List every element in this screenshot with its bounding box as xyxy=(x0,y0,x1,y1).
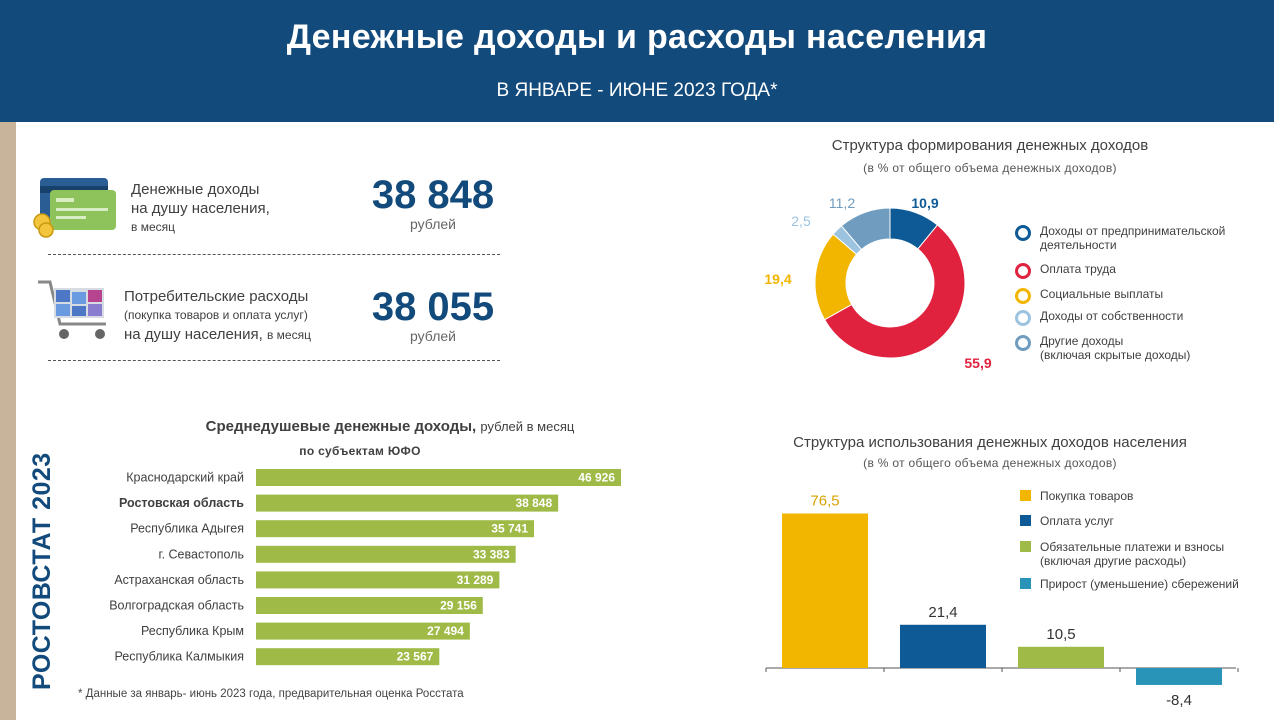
region-value-label: 35 741 xyxy=(491,522,528,536)
legend-square-marker xyxy=(1020,490,1031,501)
legend-square-marker xyxy=(1020,578,1031,589)
donut-slice xyxy=(823,224,966,359)
regional-chart-title: Среднедушевые денежные доходы, рублей в … xyxy=(150,418,630,435)
regional-chart-title-main: Среднедушевые денежные доходы, xyxy=(205,418,477,435)
region-bar xyxy=(256,494,559,512)
shopping-cart-icon xyxy=(38,280,106,339)
income-structure-donut-chart: 10,9 55,9 19,4 2,5 11,2 xyxy=(764,195,991,371)
donut-value-label: 55,9 xyxy=(964,355,991,371)
income-label-line3: в месяц xyxy=(131,220,176,234)
spending-value-label: 76,5 xyxy=(810,492,839,509)
region-value-label: 23 567 xyxy=(397,650,434,664)
spending-label-line3-suffix: в месяц xyxy=(266,328,311,342)
spending-kpi-unit: рублей xyxy=(410,328,456,344)
spending-label-line3: на душу населения, xyxy=(124,326,263,343)
legend-ring-marker xyxy=(1015,335,1031,351)
legend-item: Доходы от предпринимательской деятельност… xyxy=(1040,224,1226,252)
region-bar xyxy=(256,571,500,589)
spending-bar xyxy=(782,513,868,668)
legend-ring-marker xyxy=(1015,310,1031,326)
left-decorative-strip xyxy=(0,122,16,720)
spending-label-line2: (покупка товаров и оплата услуг) xyxy=(124,308,308,322)
donut-slice xyxy=(840,207,891,251)
region-category-label: Астраханская область xyxy=(114,573,244,587)
region-category-label: Республика Калмыкия xyxy=(114,650,244,664)
spending-bar xyxy=(1136,668,1222,685)
region-bar xyxy=(256,648,440,666)
spending-kpi-value: 38 055 xyxy=(371,285,495,329)
legend-ring-marker xyxy=(1015,288,1031,304)
divider xyxy=(48,360,500,361)
legend-item: Обязательные платежи и взносы (включая др… xyxy=(1040,540,1225,568)
region-value-label: 33 383 xyxy=(473,547,510,561)
region-value-label: 29 156 xyxy=(440,599,477,613)
legend-item: Доходы от собственности xyxy=(1040,309,1184,323)
region-value-label: 38 848 xyxy=(515,496,552,510)
region-bar xyxy=(256,469,621,486)
legend-item: Покупка товаров xyxy=(1040,489,1134,503)
legend-item: Социальные выплаты xyxy=(1040,287,1164,301)
regional-income-bar-chart: Краснодарский край 46 926 Ростовская облас… xyxy=(109,469,621,666)
divider xyxy=(48,254,500,255)
legend-item: Оплата услуг xyxy=(1040,514,1114,528)
page-title: Денежные доходы и расходы населения xyxy=(286,18,988,56)
regional-chart-title-suffix: рублей в месяц xyxy=(480,419,575,434)
income-kpi-unit: рублей xyxy=(410,216,456,232)
legend-ring-marker xyxy=(1015,225,1031,241)
income-structure-subtitle: (в % от общего объема денежных доходов) xyxy=(863,161,1117,175)
legend-square-marker xyxy=(1020,541,1031,552)
region-category-label: Ростовская область xyxy=(119,496,244,510)
spending-kpi-label: Потребительские расходы (покупка товаров… xyxy=(124,287,354,345)
spending-value-label: 10,5 xyxy=(1046,626,1075,643)
spending-structure-bar-chart: 76,5 21,4 10,5 -8,4 xyxy=(765,492,1239,709)
spending-bar xyxy=(900,624,986,668)
brand-label: РОСТОВСТАТ 2023 xyxy=(28,452,56,690)
credit-card-coins-icon xyxy=(33,178,116,238)
spending-value-label: -8,4 xyxy=(1166,692,1192,709)
region-category-label: Краснодарский край xyxy=(126,471,244,485)
page-subtitle: В ЯНВАРЕ - ИЮНЕ 2023 ГОДА* xyxy=(496,80,778,101)
region-category-label: Волгоградская область xyxy=(109,599,244,613)
region-bar xyxy=(256,622,470,640)
legend-item: Другие доходы (включая скрытые доходы) xyxy=(1040,334,1191,362)
region-value-label: 46 926 xyxy=(578,471,615,485)
donut-value-label: 19,4 xyxy=(764,271,791,287)
legend-item: Прирост (уменьшение) сбережений xyxy=(1040,577,1239,591)
region-value-label: 27 494 xyxy=(427,624,464,638)
spending-structure-title: Структура использования денежных доходов… xyxy=(793,434,1187,451)
region-category-label: г. Севастополь xyxy=(159,547,244,561)
region-category-label: Республика Адыгея xyxy=(130,522,244,536)
legend-item: Оплата труда xyxy=(1040,262,1116,276)
regional-chart-subtitle: по субъектам ЮФО xyxy=(299,444,421,458)
region-category-label: Республика Крым xyxy=(141,624,244,638)
legend-square-marker xyxy=(1020,515,1031,526)
footnote: * Данные за январь- июнь 2023 года, пред… xyxy=(78,688,464,700)
region-bar xyxy=(256,545,516,563)
donut-value-label: 2,5 xyxy=(791,213,811,229)
region-bar xyxy=(256,597,483,614)
income-structure-title: Структура формирования денежных доходов xyxy=(831,137,1149,154)
spending-structure-subtitle: (в % от общего объема денежных доходов) xyxy=(863,456,1117,470)
legend-ring-marker xyxy=(1015,263,1031,279)
income-kpi-label: Денежные доходы на душу населения, в мес… xyxy=(131,180,331,237)
spending-value-label: 21,4 xyxy=(928,604,957,621)
income-label-line2: на душу населения, xyxy=(131,200,270,217)
spending-bar xyxy=(1018,646,1104,668)
income-label-line1: Денежные доходы xyxy=(131,181,260,198)
income-kpi-value: 38 848 xyxy=(371,173,495,217)
spending-label-line1: Потребительские расходы xyxy=(124,288,309,305)
region-bar xyxy=(256,520,535,538)
region-value-label: 31 289 xyxy=(457,573,494,587)
donut-value-label: 11,2 xyxy=(829,195,855,211)
donut-value-label: 10,9 xyxy=(911,195,938,211)
header-banner: Денежные доходы и расходы населения В ЯН… xyxy=(0,0,1274,122)
